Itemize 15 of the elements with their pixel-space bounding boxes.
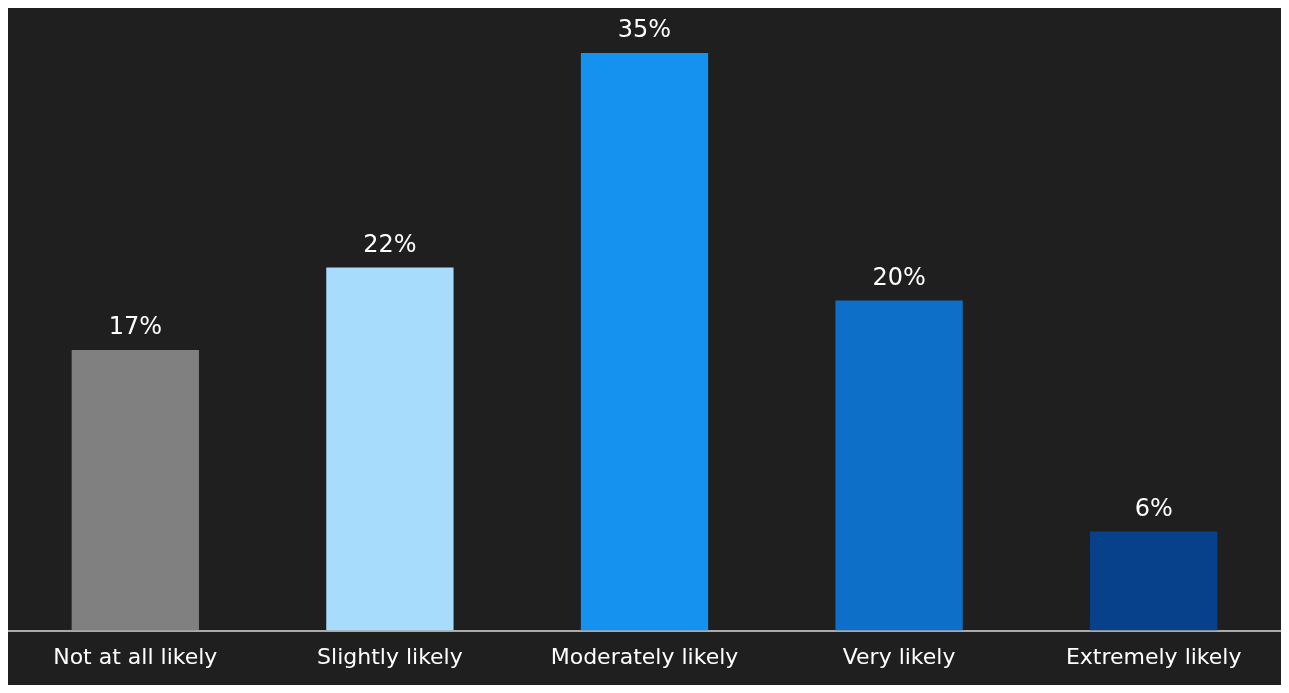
data-label: 22% [363, 229, 417, 258]
bar [1090, 531, 1218, 631]
bar [835, 300, 963, 631]
x-tick-label: Moderately likely [550, 643, 739, 669]
data-label: 35% [617, 15, 672, 44]
x-tick-label: Not at all likely [53, 643, 218, 669]
data-label: 20% [872, 262, 926, 291]
bar [71, 350, 199, 631]
x-tick-label: Very likely [842, 643, 956, 669]
x-tick-label: Extremely likely [1065, 643, 1242, 669]
bar [580, 53, 709, 631]
bar [326, 267, 454, 631]
data-label: 17% [108, 312, 162, 341]
x-tick-label: Slightly likely [317, 643, 463, 669]
data-label: 6% [1134, 493, 1173, 522]
